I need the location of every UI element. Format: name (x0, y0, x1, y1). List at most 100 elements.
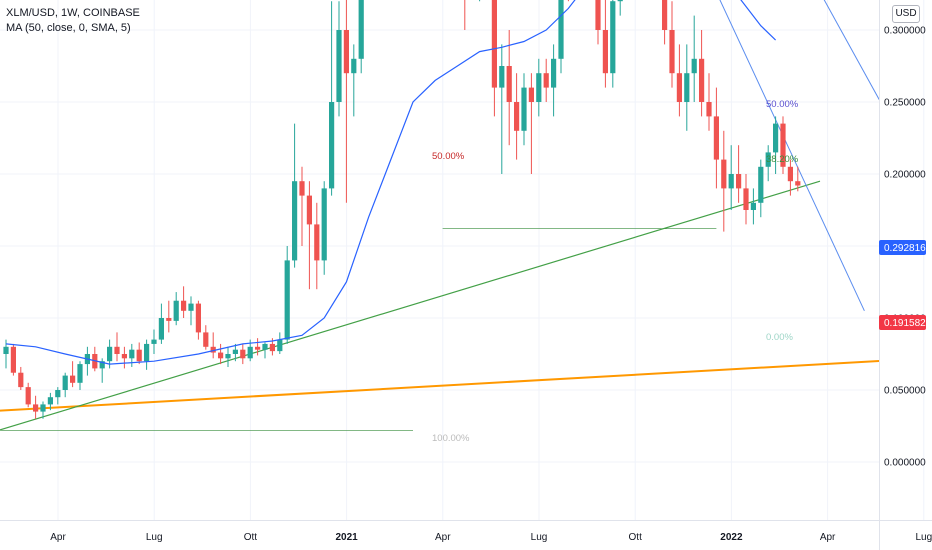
candle (114, 332, 120, 362)
candle (765, 145, 771, 182)
candle-body (336, 30, 342, 102)
ma-tag-text: 0.292816 (884, 243, 926, 254)
candle-body (225, 354, 231, 359)
candle (521, 73, 527, 146)
candle-body (306, 195, 312, 225)
candle-body (203, 332, 209, 347)
candle-body (706, 102, 712, 117)
candle-body (543, 73, 549, 88)
candle (232, 343, 238, 362)
candle-body (558, 0, 564, 59)
candle-body (721, 159, 727, 189)
candle-body (55, 390, 61, 398)
candle-body (262, 343, 268, 350)
candle (188, 296, 194, 326)
candle-body (284, 260, 290, 340)
candle-body (506, 66, 512, 102)
price-tick-label: 0.050000 (884, 386, 926, 397)
candle-body (595, 0, 601, 30)
candle (92, 346, 98, 372)
candle-body (3, 346, 9, 354)
candle (750, 188, 756, 225)
candle-body (795, 181, 801, 186)
candle-body (151, 339, 157, 344)
candle-body (736, 174, 742, 189)
candle (721, 130, 727, 232)
candle-body (62, 375, 68, 390)
trend-line (0, 180, 821, 431)
price-tick-label: 0.000000 (884, 458, 926, 469)
candle (55, 387, 61, 405)
candle-body (10, 346, 16, 373)
candlesticks (3, 0, 801, 419)
candle (321, 181, 327, 275)
time-axis[interactable]: AprLugOtt2021AprLugOtt2022AprLugOtt (50, 532, 932, 543)
candle (662, 0, 668, 45)
candle-body (728, 174, 734, 189)
candle-body (610, 1, 616, 74)
candle (780, 116, 786, 174)
candle-body (107, 346, 113, 362)
candle (329, 1, 335, 196)
candle (181, 286, 187, 318)
candle-body (528, 87, 534, 102)
candle-body (780, 123, 786, 167)
candle (47, 392, 53, 411)
candle (499, 44, 505, 174)
candle (351, 44, 357, 117)
time-tick-label: Lug (531, 532, 548, 543)
price-tick-label: 0.300000 (884, 26, 926, 37)
candle-body (491, 0, 497, 88)
time-tick-label: Apr (435, 532, 451, 543)
candle-body (136, 349, 142, 362)
candle (743, 174, 749, 225)
currency-button[interactable]: USD (892, 5, 920, 23)
price-tag-bg (879, 315, 926, 330)
fib-label-38: 38.20% (766, 154, 799, 165)
time-tick-label: 2022 (720, 532, 743, 543)
candle (84, 346, 90, 376)
candle (795, 166, 801, 192)
candle-body (277, 339, 283, 352)
moving-average (5, 0, 777, 365)
candle (669, 1, 675, 88)
candle-body (99, 361, 105, 369)
candle-body (536, 73, 542, 102)
ma-line (5, 0, 777, 365)
price-tick-label: 0.200000 (884, 170, 926, 181)
candle-body (232, 349, 238, 354)
candle-body (787, 166, 793, 182)
candle (617, 0, 623, 16)
candle-body (247, 346, 253, 359)
candle-body (121, 354, 127, 359)
candle (255, 338, 261, 356)
ma-tag-bg (879, 240, 926, 255)
time-tick-label: Ott (244, 532, 258, 543)
symbol-label[interactable]: XLM/USD, 1W, COINBASE (6, 7, 140, 19)
trend-line (0, 359, 879, 412)
price-value-tag: 0.191582 (879, 315, 926, 330)
candle-body (25, 387, 31, 405)
candle (506, 30, 512, 146)
candle (210, 332, 216, 359)
candle (10, 343, 16, 376)
candle (240, 343, 246, 365)
candle (62, 372, 68, 398)
candle (336, 1, 342, 117)
candle-body (114, 346, 120, 354)
trend-line (719, 0, 865, 312)
candle (676, 44, 682, 117)
candle (358, 0, 364, 74)
indicator-label[interactable]: MA (50, close, 0, SMA, 5) (6, 22, 131, 34)
candle-body (773, 123, 779, 153)
candle (166, 300, 172, 333)
candle (713, 87, 719, 189)
candle (464, 0, 466, 30)
candle (491, 0, 497, 117)
candle (479, 0, 481, 2)
candle (173, 292, 179, 326)
candle (706, 73, 712, 131)
candle-body (321, 188, 327, 261)
candle-body (669, 30, 675, 74)
